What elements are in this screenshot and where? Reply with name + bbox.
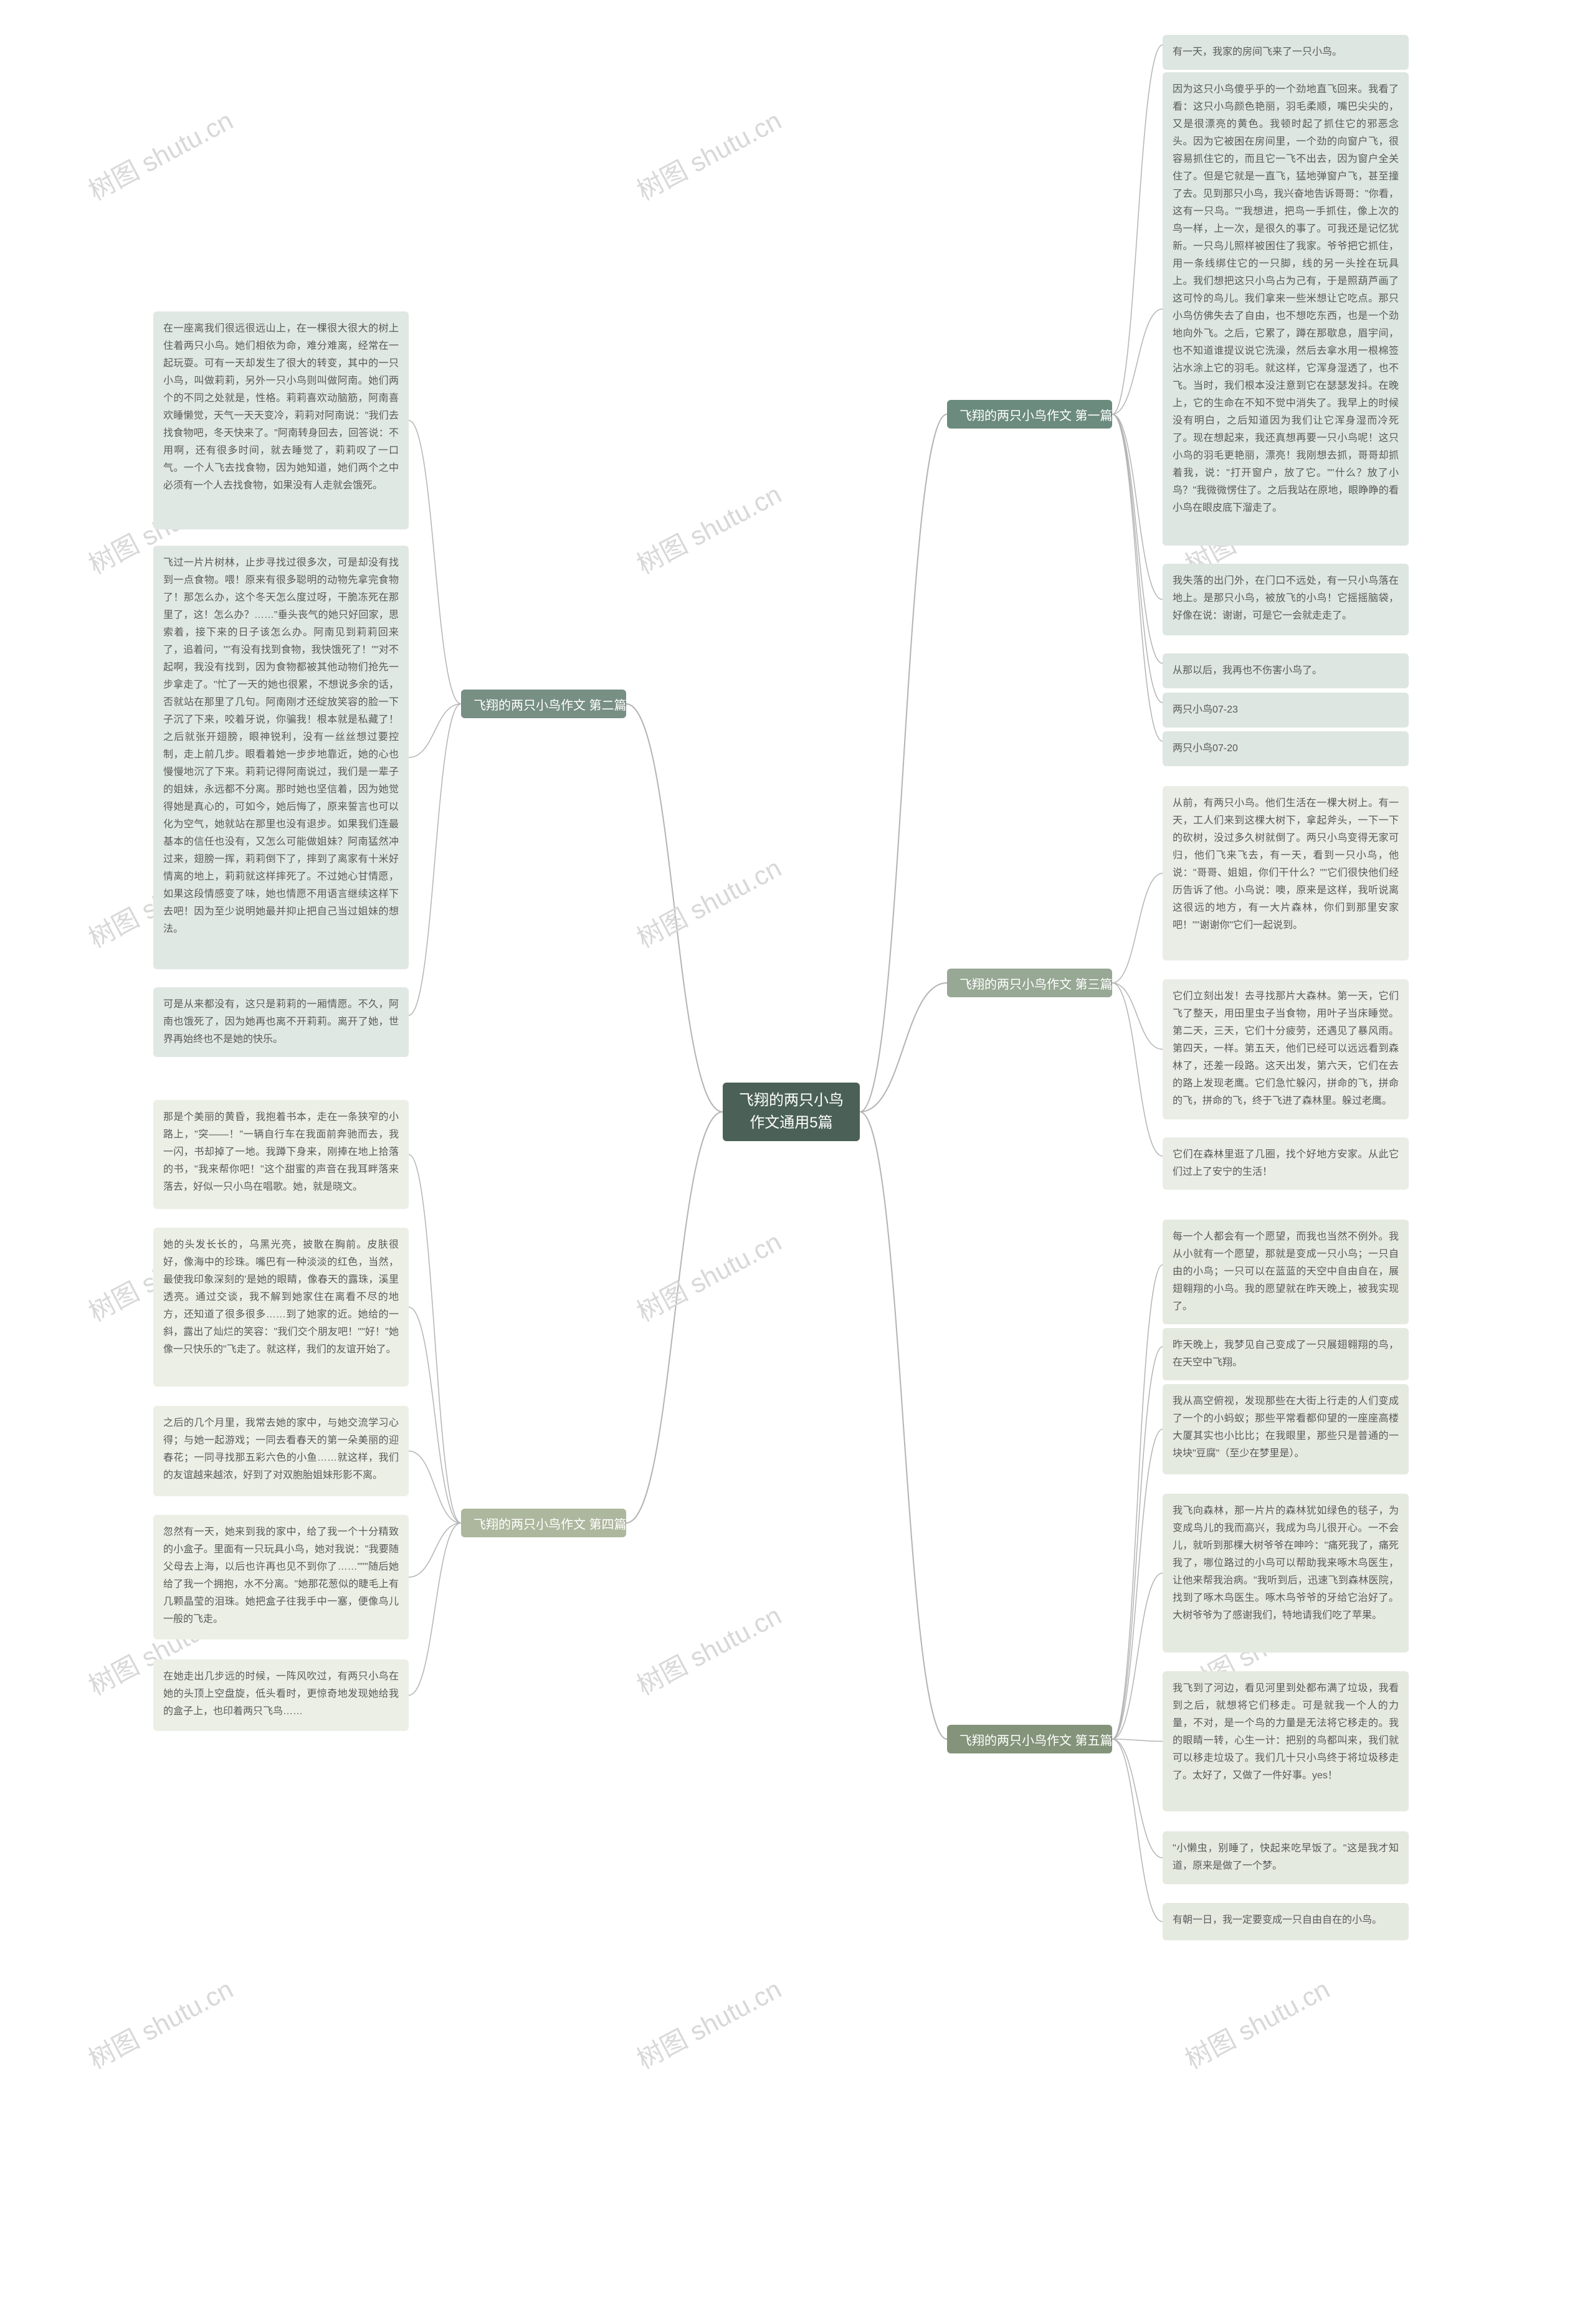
leaf-node: "小懒虫，别睡了，快起来吃早饭了。"这是我才知道，原来是做了一个梦。 [1163, 1831, 1409, 1884]
leaf-node: 忽然有一天，她来到我的家中，给了我一个十分精致的小盒子。里面有一只玩具小鸟，她对… [153, 1515, 409, 1639]
leaf-node: 每一个人都会有一个愿望，而我也当然不例外。我从小就有一个愿望，那就是变成一只小鸟… [1163, 1220, 1409, 1324]
leaf-node: 两只小鸟07-20 [1163, 731, 1409, 766]
branch-node: 飞翔的两只小鸟作文 第四篇 [461, 1509, 626, 1537]
leaf-node: 飞过一片片树林，止步寻找过很多次，可是却没有找到一点食物。喂！原来有很多聪明的动… [153, 546, 409, 969]
watermark: 树图 shutu.cn [629, 1595, 787, 1703]
branch-node: 飞翔的两只小鸟作文 第一篇 [947, 400, 1112, 429]
watermark: 树图 shutu.cn [81, 100, 239, 208]
watermark: 树图 shutu.cn [629, 474, 787, 582]
leaf-node: 昨天晚上，我梦见自己变成了一只展翅翱翔的鸟，在天空中飞翔。 [1163, 1328, 1409, 1380]
leaf-node: 两只小鸟07-23 [1163, 693, 1409, 728]
watermark: 树图 shutu.cn [629, 100, 787, 208]
center-node: 飞翔的两只小鸟作文通用5篇 [723, 1083, 860, 1141]
leaf-node: 我失落的出门外，在门口不远处，有一只小鸟落在地上。是那只小鸟，被放飞的小鸟！它摇… [1163, 564, 1409, 635]
branch-node: 飞翔的两只小鸟作文 第五篇 [947, 1725, 1112, 1753]
leaf-node: 有朝一日，我一定要变成一只自由自在的小鸟。 [1163, 1903, 1409, 1940]
leaf-node: 我飞向森林，那一片片的森林犹如绿色的毯子，为变成鸟儿的我而高兴，我成为鸟儿很开心… [1163, 1494, 1409, 1653]
leaf-node: 那是个美丽的黄昏，我抱着书本，走在一条狭窄的小路上，"突——！"一辆自行车在我面… [153, 1100, 409, 1209]
watermark: 树图 shutu.cn [81, 1969, 239, 2077]
watermark: 树图 shutu.cn [1178, 1969, 1335, 2077]
leaf-node: 它们立刻出发！去寻找那片大森林。第一天，它们飞了整天，用田里虫子当食物，用叶子当… [1163, 979, 1409, 1119]
leaf-node: 从前，有两只小鸟。他们生活在一棵大树上。有一天，工人们来到这棵大树下，拿起斧头，… [1163, 786, 1409, 960]
leaf-node: 有一天，我家的房间飞来了一只小鸟。 [1163, 35, 1409, 70]
leaf-node: 在一座离我们很远很远山上，在一棵很大很大的树上住着两只小鸟。她们相依为命，难分难… [153, 311, 409, 529]
leaf-node: 她的头发长长的，乌黑光亮，披散在胸前。皮肤很好，像海中的珍珠。嘴巴有一种淡淡的红… [153, 1228, 409, 1387]
watermark: 树图 shutu.cn [629, 1969, 787, 2077]
watermark: 树图 shutu.cn [629, 848, 787, 956]
leaf-node: 它们在森林里逛了几圈，找个好地方安家。从此它们过上了安宁的生活！ [1163, 1137, 1409, 1190]
leaf-node: 在她走出几步远的时候，一阵风吹过，有两只小鸟在她的头顶上空盘旋，低头看时，更惊奇… [153, 1659, 409, 1731]
leaf-node: 我从高空俯视，发现那些在大街上行走的人们变成了一个的小蚂蚁；那些平常看都仰望的一… [1163, 1384, 1409, 1474]
mindmap-canvas: 树图 shutu.cn 树图 shutu.cn 树图 shutu.cn 树图 shut… [0, 0, 1595, 2324]
watermark: 树图 shutu.cn [629, 1221, 787, 1329]
leaf-node: 可是从来都没有，这只是莉莉的一厢情愿。不久，阿南也饿死了，因为她再也离不开莉莉。… [153, 987, 409, 1057]
leaf-node: 我飞到了河边，看见河里到处都布满了垃圾，我看到之后，就想将它们移走。可是就我一个… [1163, 1671, 1409, 1811]
leaf-node: 因为这只小鸟傻乎乎的一个劲地直飞回来。我看了看：这只小鸟颜色艳丽，羽毛柔顺，嘴巴… [1163, 72, 1409, 546]
branch-node: 飞翔的两只小鸟作文 第二篇 [461, 690, 626, 718]
leaf-node: 之后的几个月里，我常去她的家中，与她交流学习心得；与她一起游戏；一同去看春天的第… [153, 1406, 409, 1496]
branch-node: 飞翔的两只小鸟作文 第三篇 [947, 969, 1112, 997]
leaf-node: 从那以后，我再也不伤害小鸟了。 [1163, 653, 1409, 688]
